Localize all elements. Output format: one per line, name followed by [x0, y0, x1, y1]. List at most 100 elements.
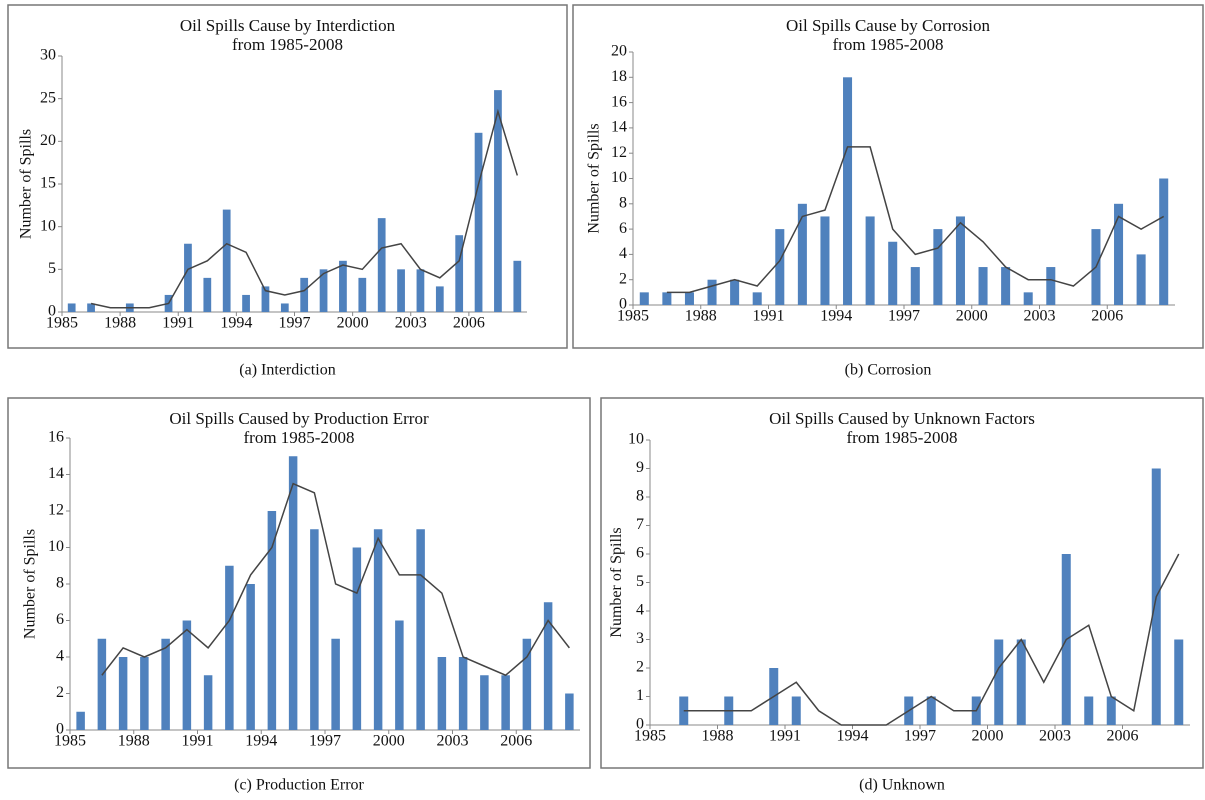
y-tick-label: 10	[40, 217, 56, 234]
bar	[513, 260, 522, 312]
y-tick-label: 4	[636, 602, 644, 619]
bar	[662, 292, 672, 305]
chart-subtitle: from 1985-2008	[232, 35, 343, 54]
chart-title: Oil Spills Caused by Production Error	[169, 409, 429, 428]
x-tick-label: 1991	[769, 728, 801, 745]
panel-border	[572, 4, 1204, 349]
y-tick-label: 14	[48, 465, 64, 482]
bar	[955, 216, 965, 305]
bar	[437, 657, 447, 730]
y-axis-label: Number of Spills	[608, 527, 625, 637]
bar	[791, 696, 801, 725]
bar	[865, 216, 875, 305]
y-tick-label: 3	[636, 630, 644, 647]
bar	[1046, 267, 1056, 305]
x-tick-label: 2000	[373, 733, 405, 750]
trend-line	[90, 108, 519, 309]
y-tick-label: 14	[611, 119, 627, 136]
y-tick-label: 18	[611, 68, 627, 85]
bar	[730, 279, 740, 305]
y-tick-label: 12	[611, 144, 627, 161]
bar	[339, 260, 347, 312]
panel-border	[600, 397, 1204, 769]
chart-subtitle: from 1985-2008	[847, 428, 958, 447]
y-tick-label: 0	[619, 296, 627, 313]
chart-subtitle: from 1985-2008	[244, 428, 355, 447]
y-tick-label: 7	[636, 516, 644, 533]
bar	[203, 675, 213, 730]
bar	[225, 565, 234, 730]
caption: (b) Corrosion	[845, 362, 932, 379]
x-tick-label: 2003	[395, 315, 427, 332]
x-tick-label: 1985	[617, 308, 649, 325]
y-axis-label: Number of Spills	[22, 529, 39, 639]
bar	[1084, 696, 1094, 725]
bar	[118, 657, 128, 730]
bar	[684, 292, 694, 305]
bar	[331, 638, 340, 730]
x-tick-label: 1994	[220, 315, 252, 332]
caption: (c) Production Error	[234, 777, 364, 794]
bar	[435, 286, 444, 312]
x-tick-label: 2000	[972, 728, 1004, 745]
x-tick-label: 1994	[837, 728, 869, 745]
x-tick-label: 2006	[1091, 308, 1123, 325]
bar	[978, 267, 988, 305]
bar	[1114, 203, 1124, 305]
trend-line	[683, 553, 1180, 726]
bar	[1159, 178, 1169, 305]
x-tick-label: 2003	[1039, 728, 1071, 745]
x-tick-label: 2000	[956, 308, 988, 325]
bar	[843, 77, 853, 305]
x-tick-label: 2000	[337, 315, 369, 332]
y-tick-label: 4	[56, 648, 64, 665]
bar	[1023, 292, 1033, 305]
bar	[87, 303, 95, 312]
bar	[310, 529, 319, 730]
bar	[910, 267, 920, 305]
x-tick-label: 2006	[500, 733, 532, 750]
y-tick-label: 0	[56, 721, 64, 738]
y-tick-label: 9	[636, 459, 644, 476]
y-axis-label: Number of Spills	[18, 129, 35, 239]
y-tick-label: 5	[636, 573, 644, 590]
y-tick-label: 20	[40, 132, 56, 149]
bar	[261, 286, 270, 312]
bar	[797, 203, 807, 305]
bar	[319, 269, 328, 312]
bar	[300, 277, 309, 312]
bar	[501, 675, 510, 730]
bar	[820, 216, 830, 305]
bar	[1016, 639, 1026, 725]
x-tick-label: 2003	[437, 733, 469, 750]
y-tick-label: 6	[636, 545, 644, 562]
bar	[480, 675, 489, 730]
bar	[933, 229, 943, 305]
x-tick-label: 1997	[888, 308, 920, 325]
chart-title: Oil Spills Caused by Unknown Factors	[769, 409, 1035, 428]
x-tick-label: 1994	[245, 733, 277, 750]
bar	[1174, 639, 1184, 725]
y-tick-label: 4	[619, 245, 627, 262]
bar	[267, 511, 277, 730]
y-tick-label: 6	[619, 220, 627, 237]
bar	[377, 218, 386, 312]
bar	[280, 303, 289, 312]
bar	[97, 638, 107, 730]
trend-line	[666, 146, 1165, 294]
caption: (a) Interdiction	[239, 362, 335, 379]
y-tick-label: 2	[56, 684, 64, 701]
chart-title: Oil Spills Cause by Corrosion	[786, 16, 991, 35]
bar	[416, 269, 425, 312]
bar	[1106, 696, 1116, 725]
y-tick-label: 25	[40, 89, 56, 106]
y-tick-label: 30	[40, 47, 56, 64]
y-tick-label: 16	[48, 429, 64, 446]
bar	[352, 547, 362, 730]
y-tick-label: 2	[636, 659, 644, 676]
bar	[182, 620, 192, 730]
x-tick-label: 2003	[1024, 308, 1056, 325]
y-tick-label: 2	[619, 270, 627, 287]
y-tick-label: 6	[56, 611, 64, 628]
caption: (d) Unknown	[859, 777, 945, 794]
